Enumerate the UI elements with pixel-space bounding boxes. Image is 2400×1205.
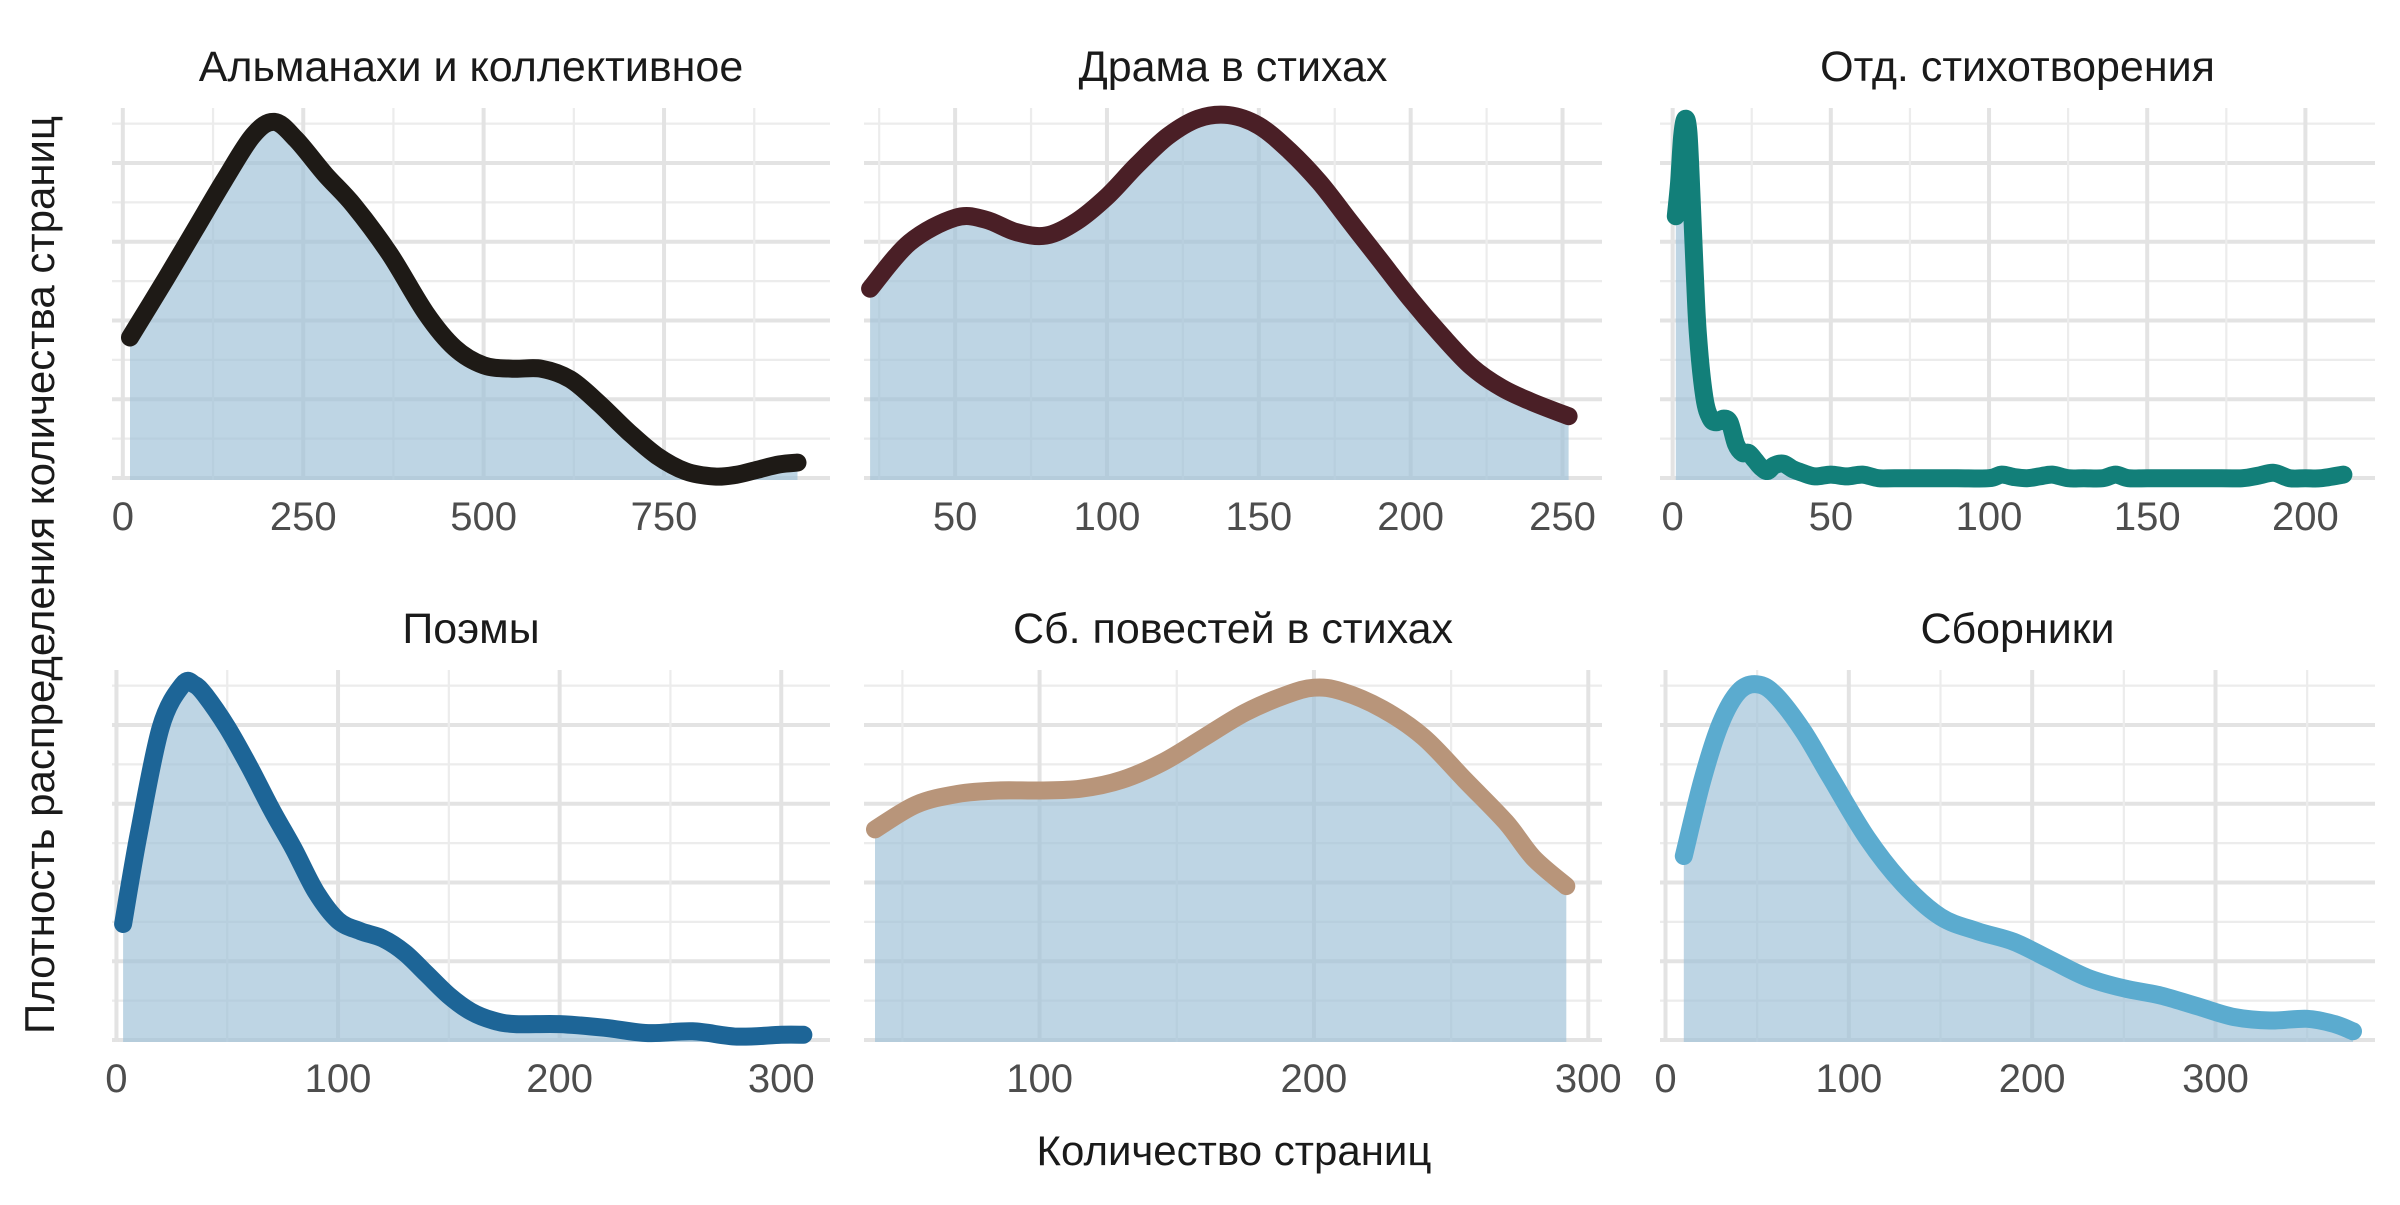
panel-1: Альманахи и коллективное 0 250 500 750 [112,43,830,539]
x-tick-label: 0 [1662,495,1684,539]
panel-6: Сборники 0 100 200 300 [1654,605,2375,1101]
x-tick-label: 0 [112,495,134,539]
x-tick-label: 100 [1815,1057,1882,1101]
x-axis-title: Количество страниц [1037,1127,1432,1174]
density-line [866,678,1576,896]
x-tick-label: 100 [1956,495,2023,539]
x-tick-label: 200 [2272,495,2339,539]
x-tick-label: 500 [450,495,517,539]
panel-2: Драма в стихах 50 100 150 200 250 [861,43,1602,539]
density-area [870,114,1569,480]
x-tick-label: 50 [933,495,978,539]
density-line [1674,675,2362,1041]
density-area [130,121,798,480]
x-tick-label: 0 [105,1057,127,1101]
y-axis-title: Плотность распределения количества стран… [16,116,63,1034]
density-area [1675,118,2344,480]
x-tick-label: 100 [1074,495,1141,539]
density-line [1666,109,2353,488]
panel-5: Сб. повестей в стихах 100 200 300 [864,605,1622,1101]
panel-title: Альманахи и коллективное [199,43,744,91]
panel-title: Сборники [1920,605,2114,653]
x-tick-label: 150 [2114,495,2181,539]
x-tick-label: 200 [526,1057,593,1101]
x-tick-label: 150 [1225,495,1292,539]
panel-title: Сб. повестей в стихах [1013,605,1454,653]
x-tick-label: 50 [1809,495,1854,539]
x-tick-label: 300 [2182,1057,2249,1101]
density-area [875,687,1567,1042]
x-tick-label: 250 [1529,495,1596,539]
panel-title: Отд. стихотворения [1820,43,2215,91]
x-tick-label: 100 [305,1057,372,1101]
x-tick-label: 300 [1555,1057,1622,1101]
x-tick-label: 200 [1281,1057,1348,1101]
panel-4: Поэмы 0 100 200 300 [105,605,830,1101]
x-tick-label: 200 [1377,495,1444,539]
panel-title: Поэмы [402,605,539,653]
panel-title: Драма в стихах [1079,43,1388,91]
x-tick-label: 200 [1999,1057,2066,1101]
panel-3: Отд. стихотворения 0 50 100 150 200 [1660,43,2375,539]
density-area [123,680,804,1042]
x-tick-label: 0 [1654,1057,1676,1101]
density-line [121,112,807,486]
x-tick-label: 300 [748,1057,815,1101]
x-tick-label: 100 [1006,1057,1073,1101]
x-tick-label: 250 [270,495,337,539]
density-area [1683,684,2353,1042]
density-line [861,105,1578,426]
x-tick-label: 750 [631,495,698,539]
density-line [114,671,813,1046]
